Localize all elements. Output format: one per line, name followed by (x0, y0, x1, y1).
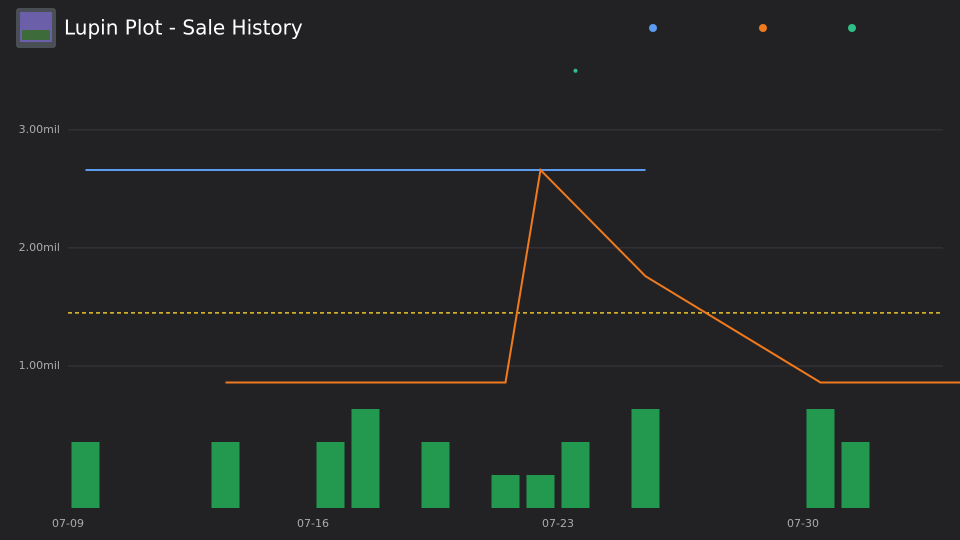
bar (561, 442, 590, 508)
bar (526, 475, 555, 508)
bar (351, 409, 380, 508)
bar (841, 442, 870, 508)
bar (491, 475, 520, 508)
x-tick-label: 07-30 (787, 517, 819, 530)
plot-icon (16, 8, 56, 48)
chart-title: Lupin Plot - Sale History (64, 16, 303, 40)
x-tick-label: 07-09 (52, 517, 84, 530)
legend-marker (649, 24, 657, 32)
legend-marker (848, 24, 856, 32)
bar (71, 442, 100, 508)
bar (806, 409, 835, 508)
bar (211, 442, 240, 508)
y-tick-label: 1.00mil (19, 359, 60, 372)
y-tick-label: 2.00mil (19, 241, 60, 254)
legend-marker (759, 24, 767, 32)
line (225, 167, 960, 384)
bar (316, 442, 345, 508)
bar (631, 409, 660, 508)
point (573, 68, 578, 73)
bar (421, 442, 450, 508)
x-tick-label: 07-16 (297, 517, 329, 530)
x-tick-label: 07-23 (542, 517, 574, 530)
y-tick-label: 3.00mil (19, 123, 60, 136)
